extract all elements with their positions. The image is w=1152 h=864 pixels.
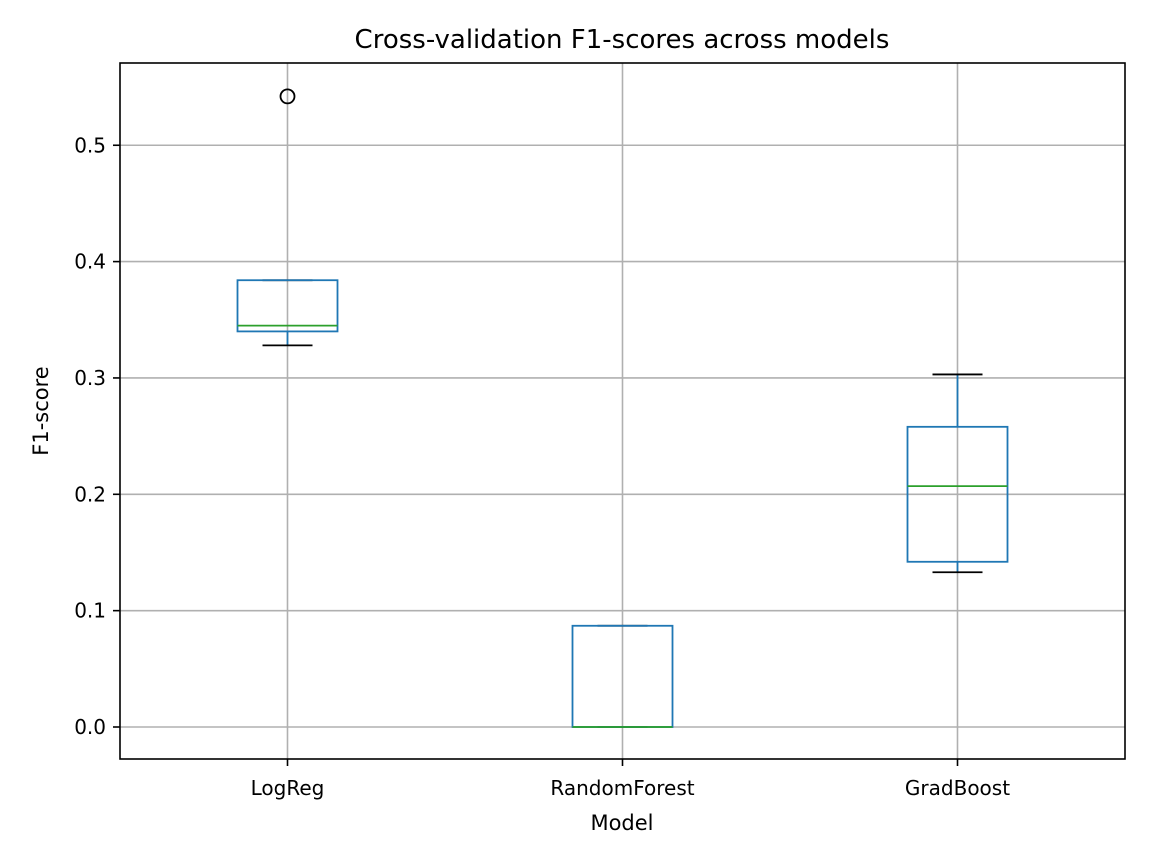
y-tick-label: 0.5 [74,133,106,157]
gridlines [120,63,1125,759]
y-tick-label: 0.4 [74,250,106,274]
y-tick-label: 0.2 [74,482,106,506]
x-tick-label: LogReg [251,776,325,800]
box-group-randomforest [571,624,674,728]
x-tick-label: RandomForest [550,776,694,800]
x-tick-label: GradBoost [905,776,1010,800]
box-group-logreg [236,88,339,347]
y-axis-label: F1-score [29,366,53,455]
y-tick-label: 0.1 [74,599,106,623]
iqr-box [906,425,1009,563]
x-axis-label: Model [590,811,653,835]
x-axis-ticks: LogReg RandomForest GradBoost [251,759,1010,800]
y-tick-label: 0.3 [74,366,106,390]
box-group-gradboost [906,373,1009,574]
boxes-layer [236,88,1009,728]
iqr-box [236,279,339,333]
y-tick-label: 0.0 [74,715,106,739]
y-axis-ticks: 0.0 0.1 0.2 0.3 0.4 0.5 [74,133,120,739]
chart-title: Cross-validation F1-scores across models [355,25,890,55]
outlier-point [279,88,296,105]
